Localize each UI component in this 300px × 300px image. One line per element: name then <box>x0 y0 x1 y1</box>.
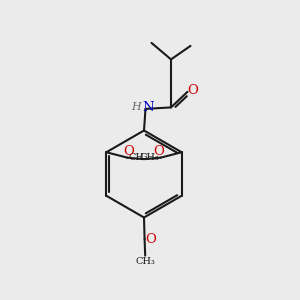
Text: O: O <box>145 232 156 246</box>
Text: O: O <box>123 145 134 158</box>
Text: CH₃: CH₃ <box>140 153 160 162</box>
Text: O: O <box>188 84 198 97</box>
Text: CH₃: CH₃ <box>128 153 148 162</box>
Text: H: H <box>131 102 141 112</box>
Text: O: O <box>154 145 165 158</box>
Text: N: N <box>142 101 154 114</box>
Text: CH₃: CH₃ <box>135 257 155 266</box>
